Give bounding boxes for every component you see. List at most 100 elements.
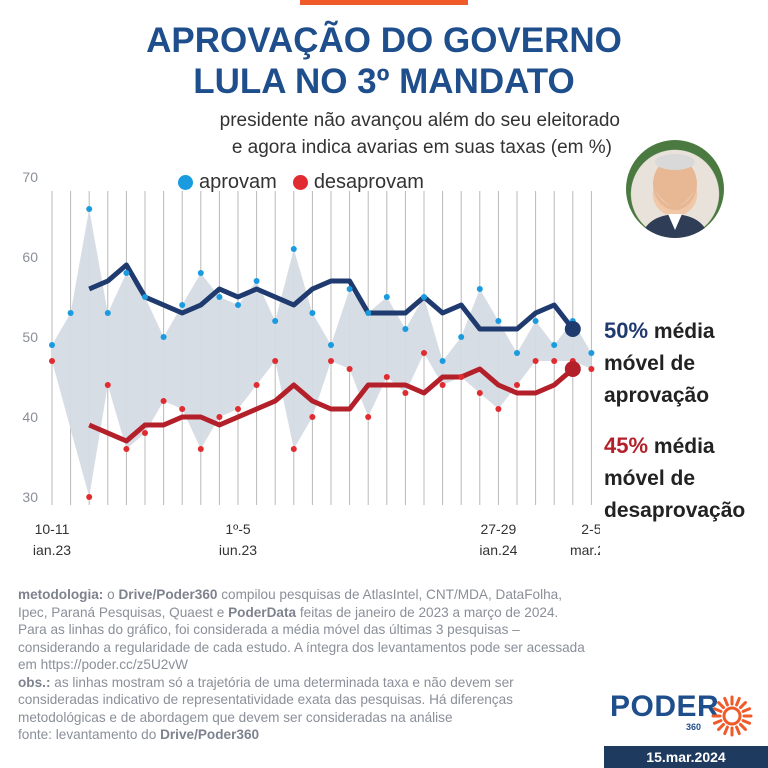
- approve-dot: [67, 310, 74, 316]
- end-markers: [564, 321, 581, 377]
- disapprove-dot: [532, 358, 539, 364]
- approve-l1: média: [653, 320, 715, 343]
- disapprove-dot: [142, 430, 148, 436]
- legend-disapprove-label: desaprovam: [313, 171, 424, 193]
- method-text-a: o: [103, 587, 119, 602]
- sun-ray: [735, 725, 741, 736]
- y-tick-label: 40: [22, 409, 38, 425]
- approve-dot: [421, 294, 427, 300]
- approve-dot: [197, 270, 204, 276]
- disapprove-dot: [588, 366, 595, 372]
- y-tick-label: 70: [22, 169, 38, 185]
- sun-ray: [712, 719, 723, 725]
- disapprove-dot: [253, 382, 260, 388]
- approve-dot: [532, 318, 539, 324]
- disapprove-dot: [123, 446, 130, 452]
- approve-dot: [216, 294, 223, 300]
- source-text: fonte: levantamento do: [18, 727, 161, 742]
- disapprove-dot: [197, 446, 204, 452]
- legend-disapprove: desaprovam: [292, 171, 424, 194]
- disapprove-dot: [328, 358, 334, 364]
- approve-dot: [253, 278, 260, 284]
- disapprove-end-marker: [564, 361, 581, 377]
- approve-dot: [402, 326, 409, 332]
- sun-logo-icon: [711, 695, 753, 737]
- approve-l2: móvel de: [604, 352, 696, 375]
- disapprove-dot: [476, 390, 483, 396]
- approval-chart: 70 60 50 40 30 10-11 jan.23 1º-5 jun.23 27-29 jan…: [22, 169, 600, 555]
- approve-dot: [439, 358, 446, 364]
- legend-approve: aprovam: [178, 171, 277, 194]
- approve-dot: [49, 342, 55, 348]
- approve-dot: [551, 342, 558, 348]
- approve-side-label: 50% média móvel de aprovação: [604, 315, 715, 412]
- x-tick-label: 10-11: [35, 521, 70, 537]
- source-bold: Drive/Poder360: [160, 727, 260, 742]
- approve-dot: [383, 294, 390, 300]
- method-bold-1: Drive/Poder360: [118, 587, 218, 602]
- sun-ray: [717, 701, 726, 710]
- x-tick-label: 2-5: [581, 521, 600, 537]
- approve-end-marker: [564, 321, 581, 337]
- disapprove-dot: [439, 382, 446, 388]
- publish-date: 15.mar.2024: [604, 746, 768, 768]
- approve-dot: [290, 246, 297, 252]
- method-text-c: feitas de janeiro de 2023 a março de 202…: [18, 604, 585, 673]
- sun-ray: [738, 701, 747, 710]
- approve-l3: aprovação: [604, 384, 710, 407]
- approve-dot: [309, 310, 316, 316]
- legend-approve-label: aprovam: [199, 171, 277, 193]
- approve-dot: [235, 302, 241, 308]
- disapprove-dot: [272, 358, 279, 364]
- disapprove-dot: [290, 446, 297, 452]
- poder-logo-sub: 360: [686, 722, 702, 732]
- moving-average-approve-line: [88, 262, 575, 332]
- accent-bar: [300, 0, 468, 5]
- approve-dot: [142, 294, 148, 300]
- approve-dot: [365, 310, 372, 316]
- disapprove-dot: [309, 414, 316, 420]
- y-axis: 70 60 50 40 30: [22, 169, 38, 505]
- disapprove-dot: [235, 406, 241, 412]
- disapprove-dot: [49, 358, 55, 364]
- method-text-b: compilou pesquisas de AtlasIntel, CNT/MD…: [18, 587, 562, 620]
- x-tick-label: mar.24: [570, 542, 600, 555]
- disapprove-side-label: 45% média móvel de desaprovação: [604, 430, 745, 527]
- disapprove-dot: [458, 374, 465, 380]
- obs-text: as linhas mostram só a trajetória de uma…: [18, 674, 514, 725]
- disapprove-dot: [86, 494, 93, 500]
- method-label: metodologia:: [18, 587, 104, 602]
- x-tick-label: jun.23: [218, 542, 257, 555]
- disapprove-l1: média: [653, 435, 715, 458]
- moving-average-disapprove-line: [88, 366, 575, 444]
- sun-ray: [741, 719, 752, 725]
- sun-ray: [738, 722, 747, 731]
- chart-legend: aprovam desaprovam: [178, 171, 440, 194]
- approve-dot: [86, 206, 93, 212]
- approve-dot: [514, 350, 520, 356]
- approve-dot: [458, 334, 465, 340]
- sun-ray: [723, 696, 729, 707]
- page-title-line1: APROVAÇÃO DO GOVERNO: [146, 21, 622, 60]
- approve-dot: [123, 270, 130, 276]
- approve-dot: [346, 286, 353, 292]
- approve-dot: [328, 342, 334, 348]
- disapprove-dot: [179, 406, 186, 412]
- x-axis: 10-11 jan.23 1º-5 jun.23 27-29 jan.24 2-5 mar.2…: [32, 521, 600, 555]
- y-tick-label: 50: [22, 329, 38, 345]
- approve-dot: [272, 318, 279, 324]
- disapprove-dot: [383, 374, 390, 380]
- approve-pct: 50%: [604, 318, 649, 343]
- methodology-text: metodologia: o Drive/Poder360 compilou p…: [18, 586, 588, 744]
- range-band: [52, 209, 592, 497]
- sun-ray: [712, 707, 723, 713]
- president-photo-icon: [626, 140, 724, 238]
- poder-logo: PODER: [610, 690, 720, 723]
- y-tick-label: 60: [22, 249, 38, 265]
- disapprove-dot: [514, 382, 520, 388]
- approve-dot: [160, 334, 167, 340]
- approve-dot: [476, 286, 483, 292]
- disapprove-dot: [421, 350, 427, 356]
- method-bold-2: PoderData: [228, 604, 297, 620]
- x-tick-label: jan.24: [478, 542, 517, 555]
